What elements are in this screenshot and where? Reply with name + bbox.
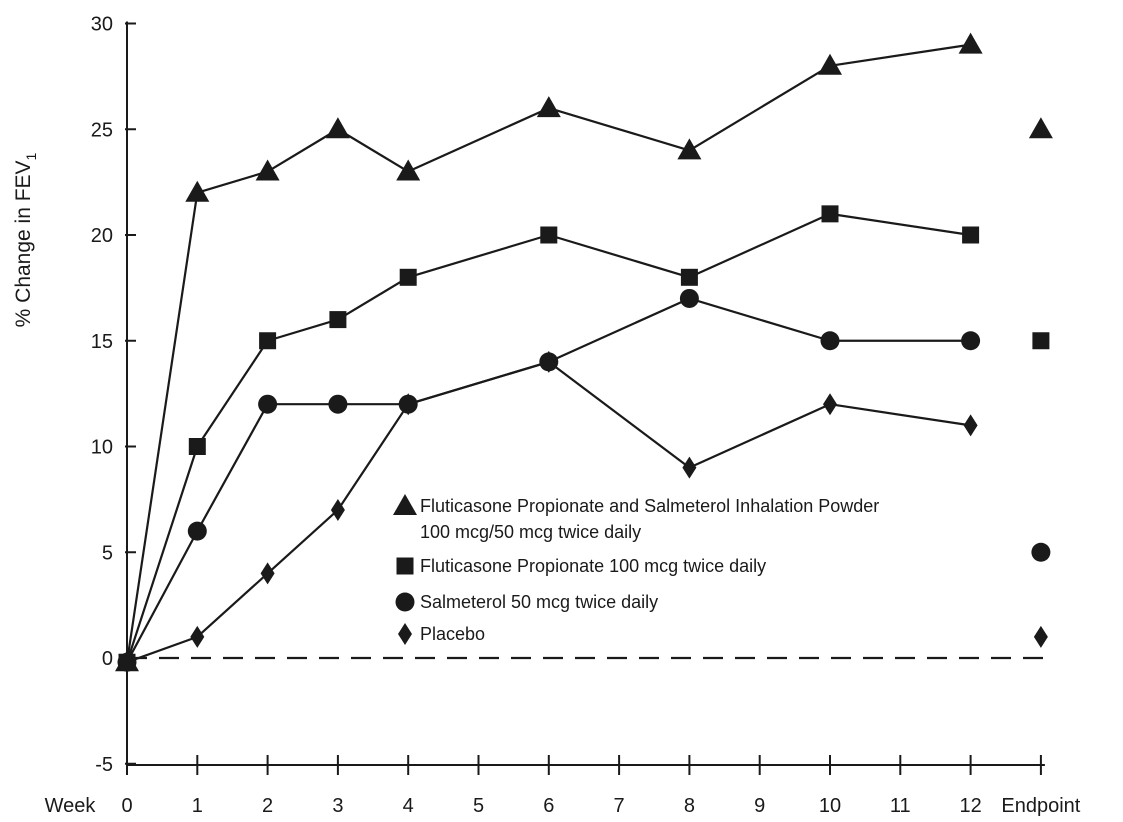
x-tick-label: 1 xyxy=(192,795,203,817)
data-point-circle xyxy=(961,331,981,351)
x-tick-label: 12 xyxy=(959,795,981,817)
y-tick-label: -5 xyxy=(95,754,113,776)
x-axis-title: Week xyxy=(45,795,97,817)
x-tick-label: 7 xyxy=(614,795,625,817)
legend: Fluticasone Propionate and Salmeterol In… xyxy=(393,494,879,645)
x-tick-label: 2 xyxy=(262,795,273,817)
x-tick-label: Endpoint xyxy=(1001,795,1080,817)
endpoint-point-square xyxy=(1032,332,1050,350)
data-point-triangle xyxy=(325,117,350,139)
y-tick-label: 15 xyxy=(91,331,113,353)
legend-marker-square xyxy=(396,557,414,575)
legend-label: Fluticasone Propionate and Salmeterol In… xyxy=(420,496,879,516)
data-point-diamond xyxy=(963,414,978,437)
data-point-diamond xyxy=(823,393,837,416)
x-tick-label: 9 xyxy=(754,795,765,817)
legend-marker-circle xyxy=(395,592,415,612)
data-point-triangle xyxy=(677,138,702,160)
data-point-triangle xyxy=(185,180,210,202)
data-point-triangle xyxy=(958,32,983,54)
data-point-triangle xyxy=(818,53,842,75)
endpoint-point-diamond xyxy=(1033,625,1048,648)
x-tick-label: 6 xyxy=(543,795,554,817)
data-point-square xyxy=(680,268,698,286)
data-point-diamond xyxy=(682,456,697,479)
data-point-circle xyxy=(258,394,278,414)
x-tick-label: 0 xyxy=(121,795,132,817)
data-point-diamond xyxy=(260,562,275,585)
x-tick-label: 8 xyxy=(684,795,695,817)
series-markers xyxy=(115,32,1053,674)
y-tick-label: 5 xyxy=(102,542,113,564)
data-point-diamond xyxy=(401,393,416,416)
data-point-square xyxy=(540,226,558,244)
data-point-diamond xyxy=(330,498,345,521)
data-point-circle xyxy=(187,521,207,541)
legend-label-line2: 100 mcg/50 mcg twice daily xyxy=(420,522,641,542)
data-point-diamond xyxy=(541,350,556,373)
data-point-triangle xyxy=(255,159,280,181)
legend-label: Fluticasone Propionate 100 mcg twice dai… xyxy=(420,556,766,576)
data-point-square xyxy=(329,311,347,329)
y-tick-label: 20 xyxy=(91,225,113,247)
y-tick-label: 0 xyxy=(102,648,113,670)
data-point-square xyxy=(188,438,206,455)
endpoint-point-triangle xyxy=(1028,117,1053,139)
data-point-square xyxy=(399,268,417,286)
x-tick-label: 3 xyxy=(332,795,343,817)
legend-marker-triangle xyxy=(393,494,417,515)
data-point-square xyxy=(821,205,839,223)
data-point-triangle xyxy=(396,159,421,181)
legend-marker-diamond xyxy=(398,623,412,645)
x-tick-label: 11 xyxy=(890,795,911,817)
x-tick-label: 5 xyxy=(473,795,484,817)
legend-label: Salmeterol 50 mcg twice daily xyxy=(420,592,658,612)
x-tick-label: 4 xyxy=(403,795,414,817)
y-tick-label: 30 xyxy=(91,14,113,36)
y-tick-label: 10 xyxy=(91,437,113,459)
data-point-diamond xyxy=(190,625,205,648)
x-tick-label: 10 xyxy=(819,795,841,817)
data-point-square xyxy=(962,226,980,244)
data-point-triangle xyxy=(536,96,561,118)
data-point-circle xyxy=(679,288,699,308)
data-point-diamond xyxy=(120,651,134,674)
y-axis-title: % Change in FEV1 xyxy=(12,152,39,327)
data-point-square xyxy=(259,332,277,350)
data-point-circle xyxy=(328,394,348,414)
legend-label: Placebo xyxy=(420,624,485,644)
data-point-circle xyxy=(820,331,840,351)
y-tick-label: 25 xyxy=(91,119,113,141)
endpoint-point-circle xyxy=(1031,542,1051,562)
